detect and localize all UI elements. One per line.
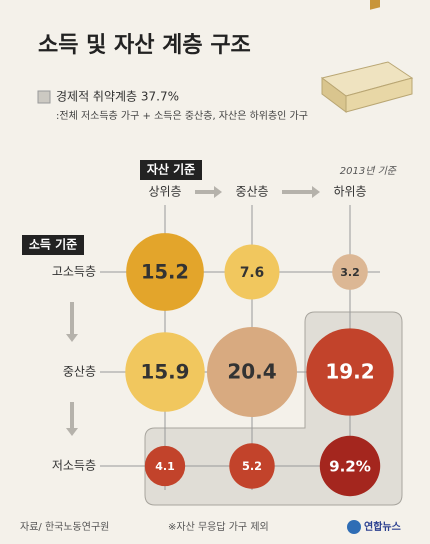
value-label: 4.1 xyxy=(155,460,175,473)
y-label: 소득 기준 xyxy=(29,237,77,252)
x-category: 상위층 xyxy=(148,185,181,199)
date-note: 2013년 기준 xyxy=(340,165,397,177)
infographic: 소득 및 자산 계층 구조 경제적 취약계층 37.7% :전체 저소득층 가구… xyxy=(0,0,430,544)
value-label: 3.2 xyxy=(340,266,360,279)
x-category: 중산층 xyxy=(235,185,268,199)
y-category: 고소득층 xyxy=(52,265,96,279)
legend-label: 경제적 취약계층 37.7% xyxy=(56,89,179,104)
value-label: 7.6 xyxy=(240,265,264,281)
y-category: 저소득층 xyxy=(52,459,96,473)
legend-swatch xyxy=(38,91,50,103)
value-label: 19.2 xyxy=(325,360,374,384)
chart-title: 소득 및 자산 계층 구조 xyxy=(38,33,251,58)
value-label: 20.4 xyxy=(227,360,276,384)
value-label: 15.2 xyxy=(141,261,189,284)
x-label: 자산 기준 xyxy=(147,162,195,177)
value-label: 9.2% xyxy=(329,458,371,476)
value-label: 15.9 xyxy=(141,361,190,384)
legend-note: :전체 저소득층 가구 + 소득은 중산층, 자산은 하위층인 가구 xyxy=(56,109,308,122)
y-category: 중산층 xyxy=(63,365,96,379)
source: 자료/ 한국노동연구원 xyxy=(20,521,109,533)
footnote: ※자산 무응답 가구 제외 xyxy=(168,521,269,533)
logo: 연합뉴스 xyxy=(364,520,401,533)
logo-mark xyxy=(347,520,361,534)
value-label: 5.2 xyxy=(242,459,262,473)
x-category: 하위층 xyxy=(333,185,366,199)
